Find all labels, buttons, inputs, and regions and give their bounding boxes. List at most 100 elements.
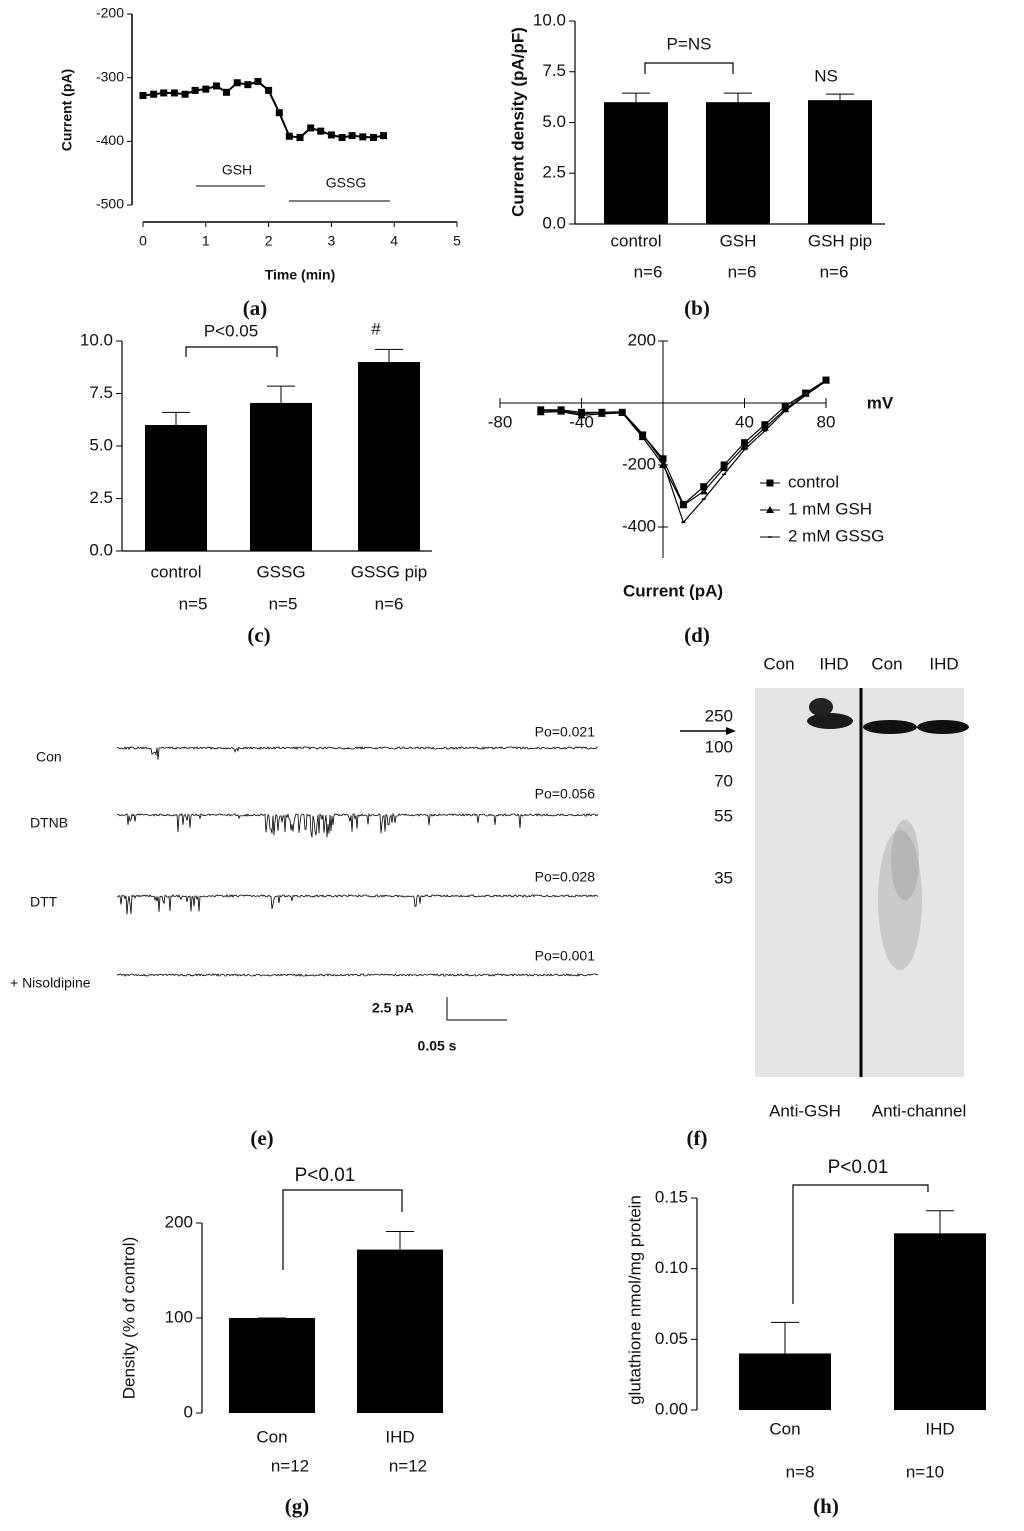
- y-tick-label: 0.0: [542, 213, 566, 232]
- arrow-head: [726, 727, 736, 735]
- x-tick-label: -80: [488, 412, 513, 431]
- y-tick-label: 0.05: [655, 1329, 688, 1348]
- marker: [244, 81, 252, 89]
- error-bar: [826, 93, 854, 101]
- x-tick-label: Con: [769, 1419, 800, 1438]
- y-tick-label: 5.0: [89, 435, 113, 454]
- mw-marker: 55: [714, 806, 733, 825]
- error-bar: [267, 385, 295, 403]
- marker: [181, 90, 189, 98]
- x-tick-label: IHD: [385, 1427, 414, 1446]
- bar: [894, 1233, 986, 1410]
- antibody-label: Anti-channel: [872, 1101, 967, 1120]
- y-tick-label: 7.5: [542, 61, 566, 80]
- x-tick-label: 0: [139, 233, 147, 249]
- y-tick-label: 0.0: [89, 540, 113, 559]
- y-axis-label: glutathione nmol/mg protein: [625, 1195, 644, 1405]
- x-tick-label: 40: [735, 412, 754, 431]
- lane-label: Con: [871, 654, 902, 673]
- y-tick-label: 0.00: [655, 1399, 688, 1418]
- x-axis-label: Time (min): [265, 267, 336, 283]
- blot-band: [807, 713, 853, 729]
- y-axis-label: Current density (pA/pF): [508, 27, 527, 217]
- series-line: [540, 379, 827, 506]
- marker: [139, 91, 147, 99]
- mw-marker: 35: [714, 868, 733, 887]
- marker: [380, 132, 388, 140]
- x-tick-label: 2: [265, 233, 273, 249]
- annotation: GSH: [222, 162, 252, 178]
- panel-label: (c): [247, 623, 270, 647]
- panel-label: (d): [684, 623, 710, 647]
- x-tick-label: GSSG: [256, 562, 305, 581]
- bar: [250, 402, 312, 551]
- x-tick-label: Con: [256, 1427, 287, 1446]
- marker: [699, 487, 708, 495]
- y-tick-label: -200: [96, 5, 124, 21]
- bar: [604, 102, 668, 224]
- marker: [338, 134, 346, 142]
- bar: [145, 425, 207, 551]
- panel-label: (e): [250, 1126, 273, 1150]
- open-probability: Po=0.021: [535, 724, 596, 740]
- marker: [170, 89, 178, 97]
- significance-bracket: [792, 1184, 929, 1304]
- y-tick-label: 2.5: [542, 163, 566, 182]
- y-tick-label: -500: [96, 196, 124, 212]
- n-label: n=8: [786, 1462, 815, 1481]
- significance-bracket: [644, 62, 734, 74]
- y-tick-label: 2.5: [89, 488, 113, 507]
- blot-smear: [891, 820, 919, 900]
- n-label: n=12: [271, 1456, 309, 1475]
- panel-label: (f): [687, 1126, 708, 1150]
- x-axis-label: mV: [867, 393, 894, 412]
- error-bar: [622, 92, 650, 103]
- annotation: P=NS: [667, 34, 712, 53]
- panel-label: (a): [243, 296, 268, 320]
- marker: [348, 132, 356, 140]
- scale-bar-y-label: 2.5 pA: [372, 1000, 414, 1016]
- marker: [160, 89, 168, 97]
- marker: [254, 77, 262, 85]
- legend-marker: [766, 506, 774, 513]
- n-label: n=5: [269, 594, 298, 613]
- marker: [638, 433, 647, 441]
- trace-label: + Nisoldipine: [10, 975, 91, 991]
- y-tick-label: 0: [184, 1402, 193, 1421]
- annotation: #: [371, 319, 381, 338]
- annotation: P<0.01: [828, 1157, 889, 1178]
- marker: [265, 86, 273, 94]
- n-label: n=6: [634, 262, 663, 281]
- x-tick-label: control: [150, 562, 201, 581]
- x-tick-label: 3: [328, 233, 336, 249]
- marker: [285, 132, 293, 140]
- y-axis-label: Current (pA): [623, 581, 723, 600]
- marker: [233, 79, 241, 87]
- marker: [317, 127, 325, 135]
- n-label: n=12: [389, 1456, 427, 1475]
- blot-band: [809, 698, 833, 716]
- legend-label: control: [788, 472, 839, 491]
- y-tick-label: 5.0: [542, 112, 566, 131]
- lane-label: IHD: [929, 654, 958, 673]
- x-tick-label: GSH pip: [808, 231, 872, 250]
- blot-smear: [878, 830, 922, 970]
- trace: [116, 894, 599, 915]
- open-probability: Po=0.001: [535, 948, 596, 964]
- n-label: n=6: [375, 594, 404, 613]
- marker: [191, 86, 199, 94]
- marker: [296, 134, 304, 142]
- lane-label: IHD: [819, 654, 848, 673]
- marker: [327, 131, 335, 139]
- y-tick-label: 10.0: [80, 330, 113, 349]
- y-tick-label: -200: [622, 454, 656, 473]
- n-label: n=6: [820, 262, 849, 281]
- series-line: [540, 380, 827, 507]
- error-bar: [375, 348, 403, 362]
- bar: [739, 1353, 831, 1410]
- x-tick-label: control: [610, 231, 661, 250]
- panel-label: (g): [285, 1494, 310, 1518]
- y-tick-label: 7.5: [89, 383, 113, 402]
- marker: [223, 88, 231, 96]
- trace: [116, 973, 599, 977]
